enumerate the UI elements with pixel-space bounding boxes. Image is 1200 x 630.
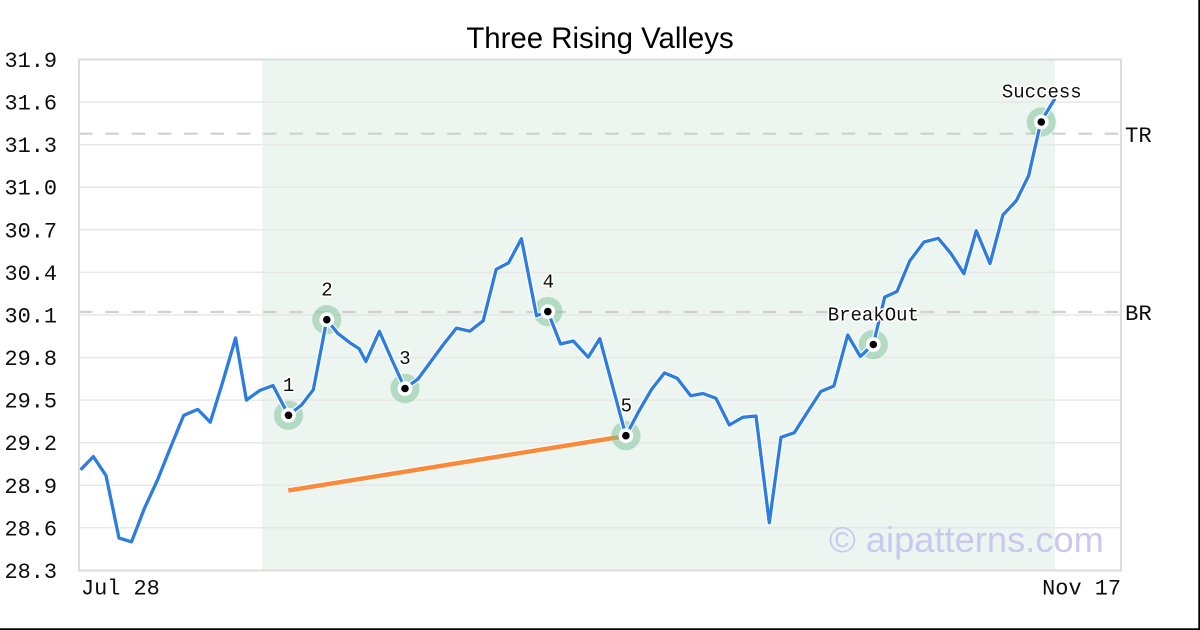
- svg-text:1: 1: [283, 375, 294, 397]
- svg-text:Nov 17: Nov 17: [1042, 577, 1121, 602]
- svg-text:31.9: 31.9: [4, 49, 57, 74]
- svg-text:30.1: 30.1: [4, 305, 57, 330]
- svg-text:BR: BR: [1125, 301, 1152, 327]
- svg-text:TR: TR: [1125, 123, 1152, 149]
- svg-text:BreakOut: BreakOut: [828, 305, 919, 327]
- svg-text:28.6: 28.6: [4, 517, 57, 542]
- svg-text:31.0: 31.0: [4, 177, 57, 202]
- svg-text:28.3: 28.3: [4, 560, 57, 585]
- svg-text:29.5: 29.5: [4, 390, 57, 415]
- svg-text:© aipatterns.com: © aipatterns.com: [829, 519, 1104, 560]
- svg-text:30.4: 30.4: [4, 262, 57, 287]
- svg-text:2: 2: [321, 279, 332, 301]
- svg-text:3: 3: [399, 348, 410, 370]
- svg-text:5: 5: [621, 396, 632, 418]
- svg-text:30.7: 30.7: [4, 219, 57, 244]
- svg-text:29.8: 29.8: [4, 347, 57, 372]
- svg-text:31.3: 31.3: [4, 134, 57, 159]
- svg-text:Success: Success: [1002, 82, 1082, 104]
- svg-text:28.9: 28.9: [4, 475, 57, 500]
- svg-text:Three Rising Valleys: Three Rising Valleys: [466, 22, 733, 55]
- svg-text:Jul 28: Jul 28: [81, 577, 160, 602]
- svg-text:31.6: 31.6: [4, 92, 57, 117]
- svg-text:4: 4: [543, 271, 554, 293]
- svg-text:29.2: 29.2: [4, 432, 57, 457]
